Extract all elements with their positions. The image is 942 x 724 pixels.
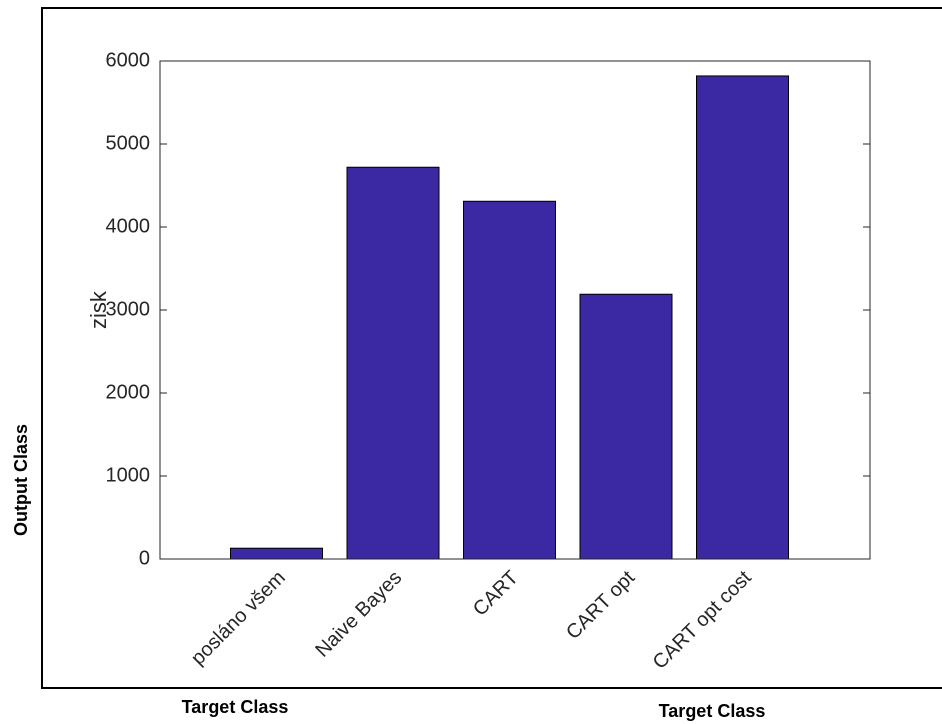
y-tick-label: 2000 <box>106 381 151 403</box>
output-class-label: Output Class <box>11 424 31 536</box>
bar <box>230 547 323 560</box>
bar <box>463 200 556 560</box>
bar <box>579 293 673 560</box>
bar <box>346 166 440 560</box>
y-axis-label: zisk <box>86 290 111 329</box>
y-tick-label: 3000 <box>106 298 151 320</box>
target-class-label: Target Class <box>182 697 289 717</box>
y-tick-label: 1000 <box>106 464 151 486</box>
y-tick-label: 4000 <box>106 215 151 237</box>
axes-box <box>159 60 871 560</box>
y-tick-label: 0 <box>139 547 150 569</box>
y-tick-label: 5000 <box>106 132 151 154</box>
y-tick-label: 6000 <box>106 49 151 71</box>
bar <box>696 75 789 560</box>
target-class-label: Target Class <box>659 701 766 721</box>
